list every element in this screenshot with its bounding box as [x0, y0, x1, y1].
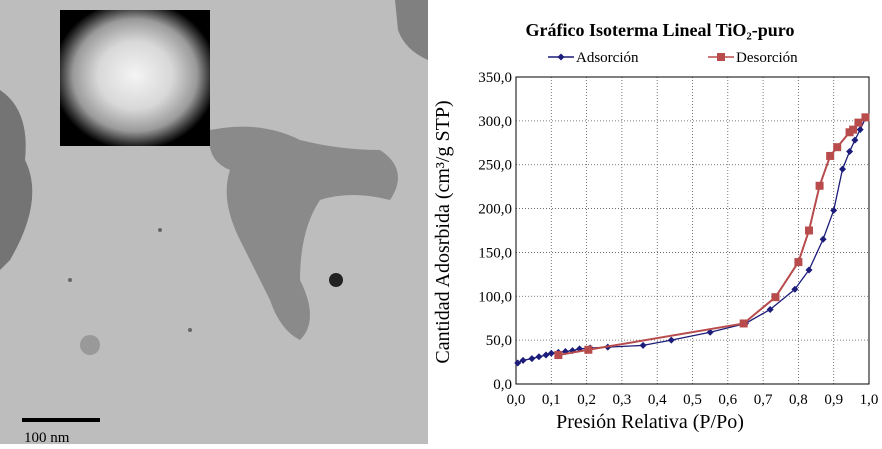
marker	[826, 152, 834, 160]
marker	[816, 182, 824, 190]
y-tick-label: 0,0	[493, 377, 512, 393]
marker	[854, 119, 862, 127]
marker	[794, 258, 802, 266]
scale-bar-label: 100 nm	[24, 430, 70, 444]
y-tick-label: 350,0	[478, 70, 512, 86]
y-tick-label: 150,0	[478, 245, 512, 261]
particle	[68, 278, 72, 282]
x-tick-label: 0,3	[613, 392, 632, 408]
y-tick-label: 100,0	[478, 289, 512, 305]
marker	[849, 126, 857, 134]
y-tick-label: 200,0	[478, 202, 512, 218]
figure: 100 nm Gráfico Isoterma Lineal TiO₂-puro…	[0, 0, 882, 444]
particle	[80, 335, 100, 355]
legend-marker	[717, 53, 725, 61]
tem-image: 100 nm	[0, 0, 428, 444]
chart-title: Gráfico Isoterma Lineal TiO₂-puro	[526, 20, 795, 40]
y-tick-label: 300,0	[478, 114, 512, 130]
y-tick-label: 50,0	[486, 333, 512, 349]
x-tick-label: 0,2	[577, 392, 596, 408]
legend-label: Adsorción	[576, 50, 639, 66]
x-tick-label: 0,6	[718, 392, 737, 408]
particle	[188, 328, 192, 332]
x-tick-label: 0,8	[789, 392, 808, 408]
x-tick-label: 0,0	[507, 392, 526, 408]
y-tick-label: 250,0	[478, 158, 512, 174]
x-tick-label: 1,0	[860, 392, 879, 408]
marker	[740, 319, 748, 327]
marker	[771, 293, 779, 301]
legend-label: Desorción	[736, 50, 798, 66]
marker	[554, 351, 562, 359]
marker	[584, 346, 592, 354]
marker	[861, 113, 869, 121]
marker	[833, 143, 841, 151]
x-tick-label: 0,5	[683, 392, 702, 408]
particle	[158, 228, 162, 232]
y-axis-label: Cantidad Adosrbida (cm³/g STP)	[432, 100, 454, 363]
x-tick-label: 0,4	[648, 392, 667, 408]
particle	[329, 273, 343, 287]
x-axis-label: Presión Relativa (P/Po)	[556, 411, 744, 433]
x-tick-label: 0,1	[542, 392, 561, 408]
page: 100 nm Gráfico Isoterma Lineal TiO₂-puro…	[0, 0, 882, 444]
marker	[805, 227, 813, 235]
diffraction-inset	[60, 10, 210, 146]
scale-bar	[22, 418, 100, 422]
x-tick-label: 0,7	[754, 392, 773, 408]
x-tick-label: 0,9	[824, 392, 843, 408]
